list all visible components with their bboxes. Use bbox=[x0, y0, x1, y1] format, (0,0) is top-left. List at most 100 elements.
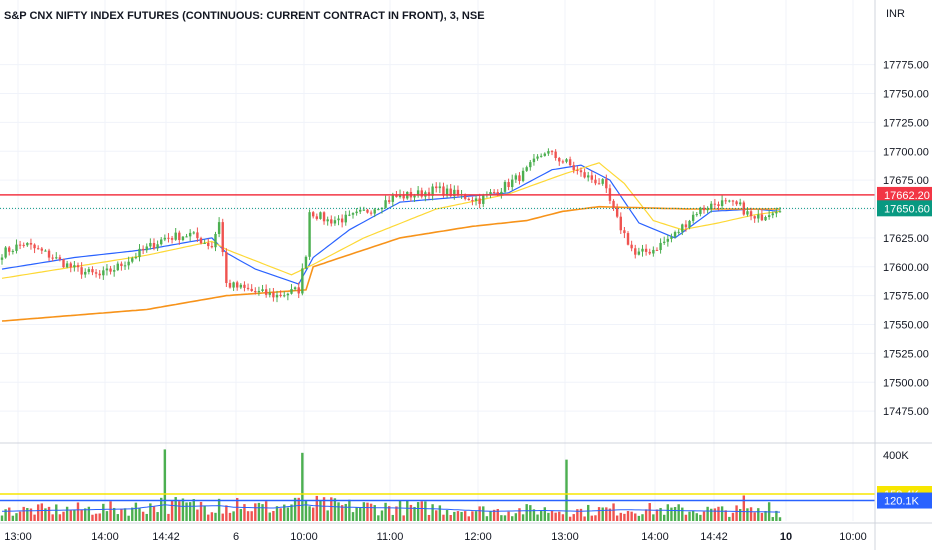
candle-body bbox=[463, 194, 467, 199]
candle-body bbox=[141, 248, 145, 251]
volume-bar bbox=[322, 497, 326, 521]
volume-bar bbox=[619, 512, 622, 521]
candle-body bbox=[232, 282, 235, 288]
candle-body bbox=[670, 236, 673, 239]
volume-bar bbox=[543, 507, 546, 521]
volume-bar bbox=[424, 501, 427, 521]
volume-bar bbox=[286, 507, 290, 521]
volume-bar bbox=[597, 507, 601, 521]
volume-bar bbox=[431, 504, 434, 521]
volume-bar bbox=[26, 508, 29, 521]
volume-bar bbox=[565, 459, 568, 521]
candle-body bbox=[355, 211, 358, 214]
volume-bar bbox=[275, 506, 279, 521]
candle-body bbox=[489, 192, 492, 195]
candle-body bbox=[243, 284, 246, 288]
volume-bar bbox=[73, 509, 76, 521]
time-tick-label: 14:00 bbox=[641, 531, 669, 543]
volume-bar bbox=[359, 507, 362, 521]
time-tick-label: 10 bbox=[780, 531, 792, 543]
volume-bar bbox=[250, 511, 253, 521]
volume-bar bbox=[514, 513, 518, 521]
candle-body bbox=[760, 214, 764, 221]
volume-bar bbox=[116, 514, 119, 521]
volume-bar bbox=[36, 504, 40, 521]
volume-bar bbox=[699, 514, 702, 521]
candle-body bbox=[583, 172, 586, 178]
volume-bar bbox=[0, 515, 4, 521]
candle-body bbox=[138, 248, 141, 258]
candle-body bbox=[185, 236, 188, 238]
volume-bar bbox=[416, 502, 420, 521]
volume-bar bbox=[641, 514, 644, 521]
candle-body bbox=[87, 269, 91, 272]
candle-body bbox=[272, 292, 275, 298]
price-tick-label: 17475.00 bbox=[883, 406, 929, 418]
volume-tick-label: 400K bbox=[883, 450, 909, 462]
volume-pane bbox=[0, 449, 875, 521]
candle-body bbox=[73, 265, 76, 268]
candle-body bbox=[188, 232, 192, 237]
volume-bar bbox=[268, 512, 271, 521]
volume-bar bbox=[471, 511, 474, 521]
volume-bar bbox=[644, 509, 648, 521]
volume-bar bbox=[196, 509, 199, 521]
candle-body bbox=[778, 211, 782, 213]
candle-body bbox=[395, 195, 398, 198]
price-tick-label: 17500.00 bbox=[883, 377, 929, 389]
volume-bar bbox=[449, 515, 452, 521]
candle-body bbox=[435, 186, 438, 189]
volume-bar bbox=[152, 506, 156, 521]
time-axis[interactable]: 13:00 14:00 14:42 6 10:00 11:00 12:00 13:00 14:0… bbox=[4, 531, 867, 543]
candle-body bbox=[58, 257, 62, 260]
candle-body bbox=[496, 192, 499, 195]
candle-body bbox=[105, 268, 109, 271]
volume-bar bbox=[8, 507, 11, 521]
candle-body bbox=[771, 213, 774, 216]
volume-bar bbox=[670, 507, 673, 521]
candle-body bbox=[152, 242, 156, 249]
candle-body bbox=[626, 233, 630, 245]
volume-bar bbox=[387, 506, 391, 521]
candle-body bbox=[565, 159, 568, 162]
volume-bar bbox=[500, 515, 503, 521]
volume-bar bbox=[185, 502, 188, 521]
volume-bar bbox=[568, 516, 572, 521]
candle-body bbox=[579, 170, 583, 173]
volume-bar bbox=[735, 505, 738, 521]
candle-body bbox=[156, 244, 159, 249]
candle-body bbox=[706, 209, 709, 211]
price-tag bbox=[877, 186, 932, 203]
candle-body bbox=[333, 220, 337, 224]
volume-bar bbox=[297, 497, 300, 521]
candle-body bbox=[351, 213, 355, 215]
volume-bar bbox=[105, 511, 109, 521]
volume-bar bbox=[532, 509, 536, 521]
volume-bar bbox=[713, 508, 717, 521]
volume-bar bbox=[601, 507, 604, 521]
volume-bar bbox=[141, 511, 145, 521]
volume-bar bbox=[210, 512, 214, 521]
volume-bar bbox=[688, 511, 691, 521]
volume-bar bbox=[398, 500, 402, 521]
volume-bar bbox=[579, 508, 583, 521]
time-tick-label: 13:00 bbox=[551, 531, 579, 543]
chart-title: S&P CNX NIFTY INDEX FUTURES (CONTINUOUS:… bbox=[4, 10, 485, 22]
volume-bar bbox=[460, 511, 463, 521]
candle-body bbox=[742, 202, 746, 215]
volume-bar bbox=[181, 498, 185, 521]
candle-body bbox=[655, 249, 659, 251]
price-tag bbox=[877, 200, 932, 217]
volume-bar bbox=[445, 510, 449, 521]
candle-body bbox=[525, 167, 528, 171]
time-tick-label: 14:00 bbox=[91, 531, 119, 543]
volume-bar bbox=[170, 500, 174, 521]
volume-bar bbox=[637, 515, 641, 521]
volume-bar bbox=[257, 502, 261, 521]
volume-tag-label: 120.1K bbox=[884, 496, 920, 508]
volume-bar bbox=[120, 508, 123, 521]
candle-body bbox=[178, 232, 181, 241]
